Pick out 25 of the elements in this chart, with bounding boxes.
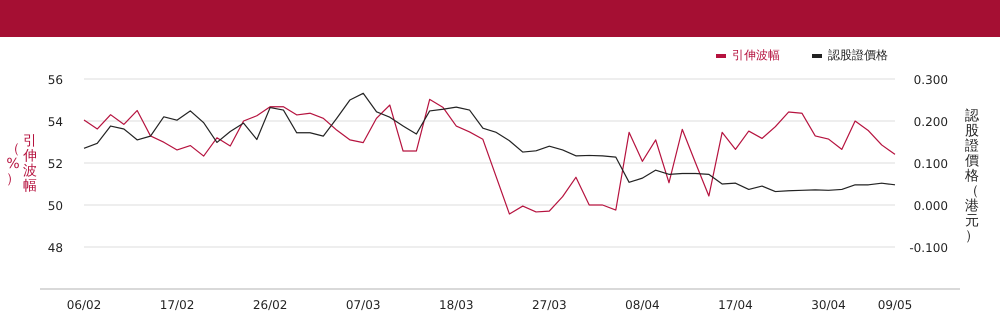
y2-tick-label: 0.300 [914,73,948,87]
y2-tick-label: 0.000 [914,199,948,213]
y-tick-label: 56 [48,73,63,87]
line-series [83,92,896,192]
x-tick-label: 07/03 [346,298,380,312]
x-tick-label: 08/04 [625,298,660,312]
x-tick-label: 06/02 [66,298,102,312]
y-tick-label: 48 [48,241,63,255]
y2-tick-label: -0.100 [909,241,948,255]
y2-tick-label: 0.100 [914,157,948,171]
legend-label: 引伸波幅 [732,48,780,62]
x-tick-label: 27/03 [532,298,567,312]
x-tick-label: 18/03 [438,298,474,312]
x-tick-label: 30/04 [811,298,846,312]
x-tick-label: 17/04 [718,298,753,312]
y-tick-label: 54 [48,115,63,129]
x-tick-label: 17/02 [160,298,194,312]
x-tick-label: 09/05 [878,298,912,312]
text: 認股證價格（港元） [965,108,979,244]
legend-label: 認股證價格 [828,48,888,62]
x-tick-label: 26/02 [252,298,288,312]
y-tick-label: 50 [48,199,63,213]
y2-tick-label: 0.200 [914,115,948,129]
line-series [83,98,896,215]
y-tick-label: 52 [48,157,63,171]
